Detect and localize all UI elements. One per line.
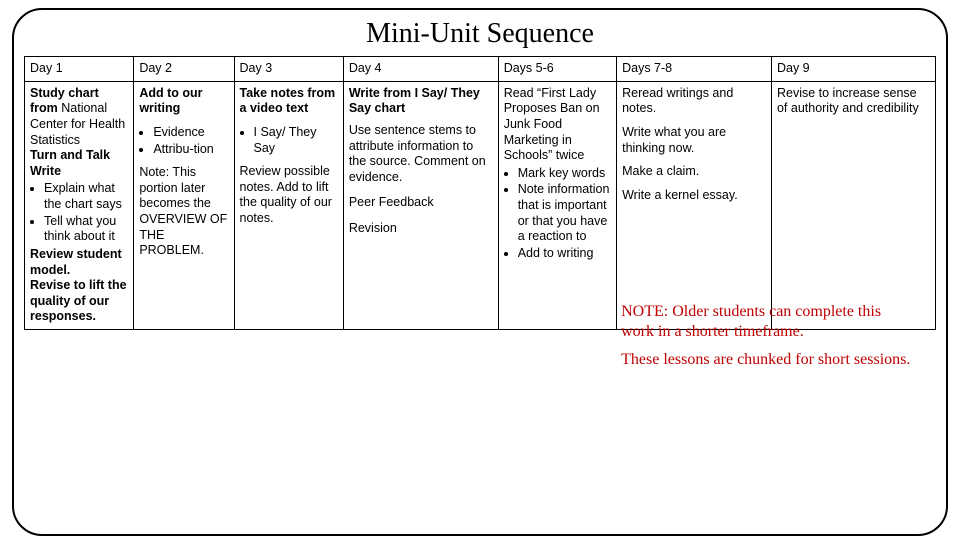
- d2-bullets: Evidence Attribu-tion: [153, 125, 228, 157]
- d1-b1: Explain what the chart says: [44, 181, 128, 212]
- d4-stems: Use sentence stems to attribute informat…: [349, 123, 493, 186]
- d1-p1: Study chart from National Center for Hea…: [30, 86, 128, 149]
- header-day4: Day 4: [343, 57, 498, 82]
- d4-revision: Revision: [349, 221, 493, 237]
- d2-add: Add to our writing: [139, 86, 228, 117]
- header-days78: Days 7-8: [617, 57, 772, 82]
- d9-revise: Revise to increase sense of authority an…: [777, 86, 930, 117]
- d5-bullets: Mark key words Note information that is …: [518, 166, 611, 262]
- d3-b1: I Say/ They Say: [254, 125, 338, 156]
- header-day1: Day 1: [25, 57, 134, 82]
- content-row: Study chart from National Center for Hea…: [25, 81, 936, 329]
- note-chunked: These lessons are chunked for short sess…: [621, 350, 911, 370]
- d5-b3: Add to writing: [518, 246, 611, 262]
- d7-kernel: Write a kernel essay.: [622, 188, 766, 204]
- note-older: NOTE: Older students can complete this w…: [621, 302, 911, 342]
- cell-day9: Revise to increase sense of authority an…: [771, 81, 935, 329]
- cell-days56: Read “First Lady Proposes Ban on Junk Fo…: [498, 81, 616, 329]
- d3-bullets: I Say/ They Say: [254, 125, 338, 156]
- header-day9: Day 9: [771, 57, 935, 82]
- slide-frame: Mini-Unit Sequence Day 1 Day 2 Day 3 Day…: [12, 8, 948, 536]
- d1-turn-talk: Turn and Talk: [30, 148, 128, 164]
- header-day3: Day 3: [234, 57, 343, 82]
- d5-b1: Mark key words: [518, 166, 611, 182]
- cell-day3: Take notes from a video text I Say/ They…: [234, 81, 343, 329]
- d7-claim: Make a claim.: [622, 164, 766, 180]
- d4-write: Write from I Say/ They Say chart: [349, 86, 493, 117]
- cell-day4: Write from I Say/ They Say chart Use sen…: [343, 81, 498, 329]
- header-day2: Day 2: [134, 57, 234, 82]
- d3-take-notes: Take notes from a video text: [240, 86, 338, 117]
- d7-reread: Reread writings and notes.: [622, 86, 766, 117]
- d1-write: Write: [30, 164, 128, 180]
- d1-revise: Revise to lift the quality of our respon…: [30, 278, 128, 325]
- d2-b1: Evidence: [153, 125, 228, 141]
- d2-b2: Attribu-tion: [153, 142, 228, 158]
- d5-read: Read “First Lady Proposes Ban on Junk Fo…: [504, 86, 611, 164]
- cell-days78: Reread writings and notes. Write what yo…: [617, 81, 772, 329]
- d4-peer: Peer Feedback: [349, 195, 493, 211]
- header-row: Day 1 Day 2 Day 3 Day 4 Days 5-6 Days 7-…: [25, 57, 936, 82]
- d1-review: Review student model.: [30, 247, 128, 278]
- d5-b2: Note information that is important or th…: [518, 182, 611, 245]
- page-title: Mini-Unit Sequence: [24, 18, 936, 50]
- header-days56: Days 5-6: [498, 57, 616, 82]
- cell-day1: Study chart from National Center for Hea…: [25, 81, 134, 329]
- red-note-block: NOTE: Older students can complete this w…: [621, 302, 911, 378]
- d1-b2: Tell what you think about it: [44, 214, 128, 245]
- d2-note: Note: This portion later becomes the OVE…: [139, 165, 228, 259]
- d1-bullets: Explain what the chart says Tell what yo…: [44, 181, 128, 245]
- cell-day2: Add to our writing Evidence Attribu-tion…: [134, 81, 234, 329]
- d3-review: Review possible notes. Add to lift the q…: [240, 164, 338, 227]
- d7-write-now: Write what you are thinking now.: [622, 125, 766, 156]
- sequence-table: Day 1 Day 2 Day 3 Day 4 Days 5-6 Days 7-…: [24, 56, 936, 330]
